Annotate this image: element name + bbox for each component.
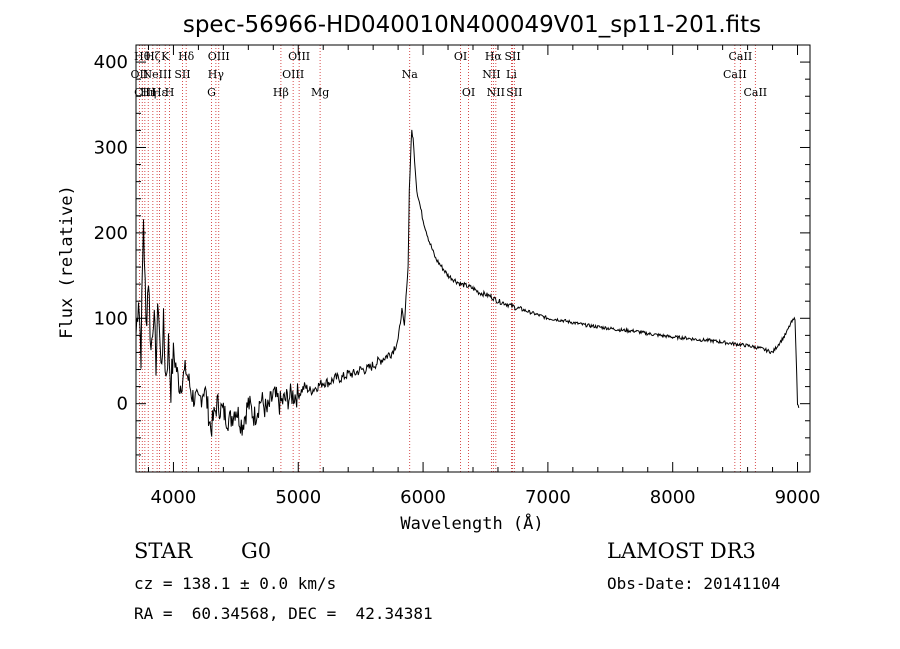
line-label-oii: OII	[131, 68, 149, 81]
line-label-sii: SII	[506, 86, 522, 99]
line-label-na: Na	[402, 68, 419, 81]
observation-date: Obs-Date: 20141104	[607, 574, 781, 593]
line-label-mg: Mg	[311, 86, 329, 99]
object-subclass: G0	[241, 539, 272, 563]
line-label-hζ: Hζ	[145, 50, 161, 63]
y-tick-label: 0	[117, 394, 128, 415]
line-label-hδ: Hδ	[178, 50, 195, 63]
line-label-caii: CaII	[723, 68, 747, 81]
spectral-line-markers	[138, 45, 756, 472]
line-label-oiii: OIII	[208, 50, 230, 63]
y-axis: 0 100 200 300 400	[94, 44, 810, 456]
line-label-hθ: Hθ	[134, 50, 151, 63]
x-tick-label: 4000	[151, 487, 197, 508]
line-label-neiii: NeIII	[143, 68, 172, 81]
plot-frame	[135, 44, 811, 473]
line-label-oi: OI	[454, 50, 467, 63]
survey-name: LAMOST DR3	[607, 539, 756, 563]
redshift-value: cz = 138.1 ± 0.0 km/s	[134, 574, 337, 593]
spectral-line-labels: OIIHθCIIIHηHζNeIIIHεKHSIIHδGHγOIIIHβOIII…	[131, 50, 768, 99]
line-label-caii: CaII	[743, 86, 767, 99]
object-class: STAR	[134, 539, 193, 563]
line-label-oi: OI	[462, 86, 475, 99]
chart-title: spec-56966-HD040010N400049V01_sp11-201.f…	[183, 12, 761, 38]
y-tick-label: 400	[94, 52, 128, 73]
x-tick-label: 7000	[525, 487, 571, 508]
y-axis-label: Flux (relative)	[57, 185, 77, 339]
y-tick-label: 100	[94, 308, 128, 329]
line-label-li: Li	[506, 68, 517, 81]
line-label-hη: Hη	[140, 86, 156, 99]
y-tick-label: 300	[94, 137, 128, 158]
line-label-oiii: OIII	[288, 50, 310, 63]
line-label-oiii: OIII	[282, 68, 304, 81]
line-label-hε: Hε	[152, 86, 168, 99]
x-axis-label: Wavelength (Å)	[400, 512, 543, 534]
line-label-h: H	[165, 86, 175, 99]
line-label-k: K	[161, 50, 170, 63]
coordinates: RA = 60.34568, DEC = 42.34381	[134, 604, 433, 623]
line-label-sii: SII	[174, 68, 190, 81]
line-label-nii: NII	[482, 68, 500, 81]
line-label-caii: CaII	[729, 50, 753, 63]
line-label-hβ: Hβ	[273, 86, 289, 99]
line-label-g: G	[207, 86, 216, 99]
x-tick-label: 9000	[775, 487, 821, 508]
x-tick-label: 8000	[650, 487, 696, 508]
line-label-nii: NII	[487, 86, 505, 99]
x-tick-label: 6000	[400, 487, 446, 508]
line-label-hγ: Hγ	[208, 68, 225, 81]
spectrum-line	[135, 129, 800, 437]
line-label-hα: Hα	[485, 50, 503, 63]
x-axis: 4000 5000 6000 7000 8000 9000	[147, 45, 821, 508]
y-tick-label: 200	[94, 223, 128, 244]
x-tick-label: 5000	[275, 487, 321, 508]
line-label-sii: SII	[504, 50, 520, 63]
